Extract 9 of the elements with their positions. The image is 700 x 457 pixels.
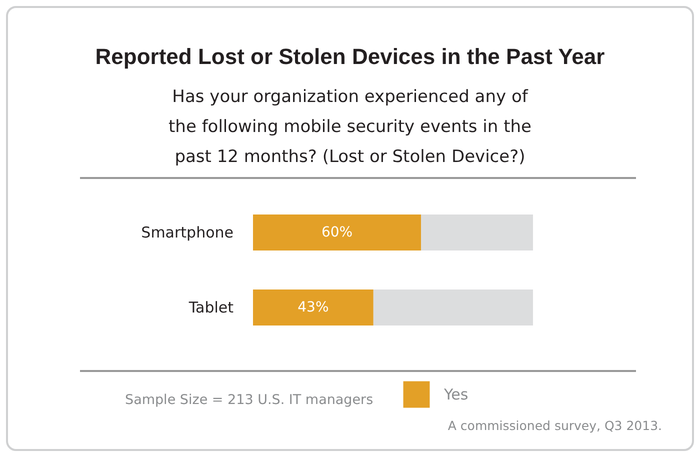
data-label: 60% — [321, 224, 353, 240]
data-label: 43% — [298, 300, 329, 316]
chart-title: Reported Lost or Stolen Devices in the Past Year — [94, 44, 606, 70]
y-tick-label: Tablet — [188, 298, 234, 316]
text: Sample Size = 213 U.S. IT managers — [125, 392, 374, 408]
legend-label: Yes — [443, 386, 468, 404]
y-tick-label: Smartphone — [141, 224, 234, 242]
text: A commissioned survey, Q3 2013. — [448, 418, 662, 433]
chart-subtitle: Has your organization experienced any of the following mobile security events in the past 12 months? (Lost or Stolen Device?) — [168, 86, 532, 169]
